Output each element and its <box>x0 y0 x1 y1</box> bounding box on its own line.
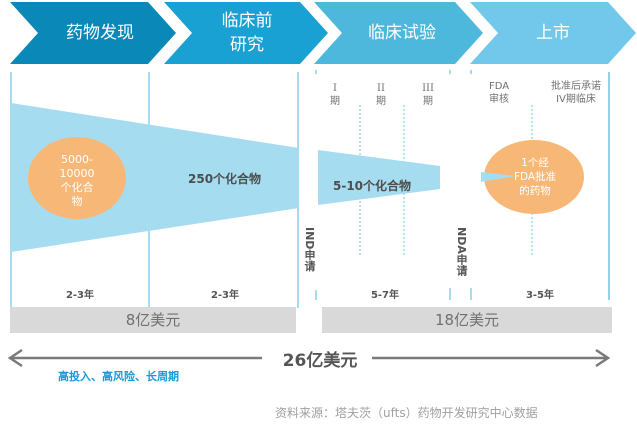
nda-application-label: NDA申请 <box>455 227 468 276</box>
stage-chevron-market <box>470 2 636 64</box>
clinical-compound-count: 5-10个化合物 <box>333 179 412 193</box>
phase3-char: 期 <box>423 96 433 107</box>
phase3-label: III 期 <box>417 82 439 108</box>
approved-line1: 1个经 <box>521 157 549 169</box>
phase2-label: II 期 <box>371 82 391 108</box>
funnel-clinical <box>318 150 440 205</box>
approved-line2: FDA批准 <box>513 171 557 183</box>
phase2-number: II <box>377 83 385 94</box>
funnel-approved-sliver <box>481 172 516 182</box>
cost-bar-late: 18亿美元 <box>322 307 612 333</box>
duration-clinical: 5-7年 <box>370 290 400 301</box>
phase4-line1: 批准后承诺 <box>551 81 601 92</box>
oval-discovery <box>28 137 126 219</box>
stage-chevron-discovery <box>10 2 176 64</box>
fda-review-label: FDA 审核 <box>482 80 516 106</box>
stage-chevron-clinical <box>314 2 483 64</box>
discovery-count-line2: 10000 <box>59 167 95 180</box>
stage-label-preclinical-line2: 研究 <box>230 35 264 55</box>
phase4-line2: IV期临床 <box>556 94 596 105</box>
phase1-char: 期 <box>330 96 340 107</box>
approved-line3: 的药物 <box>519 185 551 197</box>
stage-label-discovery: 药物发现 <box>66 23 134 43</box>
stage-chevron-preclinical <box>164 2 328 64</box>
discovery-compound-count: 5000- 10000 个化合 物 <box>45 153 109 209</box>
approved-drug-count: 1个经 FDA批准 的药物 <box>500 156 570 198</box>
discovery-count-line1: 5000- <box>61 153 93 166</box>
phase1-number: I <box>333 83 337 94</box>
duration-discovery: 2-3年 <box>65 290 95 301</box>
stage-label-preclinical-line1: 临床前 <box>221 11 273 31</box>
stage-label-market: 上市 <box>536 23 570 43</box>
phase4-label: 批准后承诺 IV期临床 <box>544 80 608 106</box>
discovery-count-line4: 物 <box>71 195 83 208</box>
fda-review-line2: 审核 <box>489 94 509 105</box>
total-cost: 26亿美元 <box>282 351 358 371</box>
phase1-label: I 期 <box>325 82 345 108</box>
stage-label-clinical: 临床试验 <box>368 23 436 43</box>
ind-application-label: IND申请 <box>303 227 316 272</box>
phase3-number: III <box>422 83 434 94</box>
fda-review-line1: FDA <box>488 81 510 92</box>
duration-market: 3-5年 <box>525 290 555 301</box>
preclinical-compound-count: 250个化合物 <box>188 172 262 186</box>
oval-approved <box>484 140 584 214</box>
tagline: 高投入、高风险、长周期 <box>58 370 179 383</box>
phase2-char: 期 <box>376 96 386 107</box>
duration-preclinical: 2-3年 <box>210 290 240 301</box>
source-note: 资料来源：塔夫茨（ufts）药物开发研究中心数据 <box>275 406 538 420</box>
cost-bar-early: 8亿美元 <box>10 307 296 333</box>
discovery-count-line3: 个化合 <box>60 181 94 194</box>
